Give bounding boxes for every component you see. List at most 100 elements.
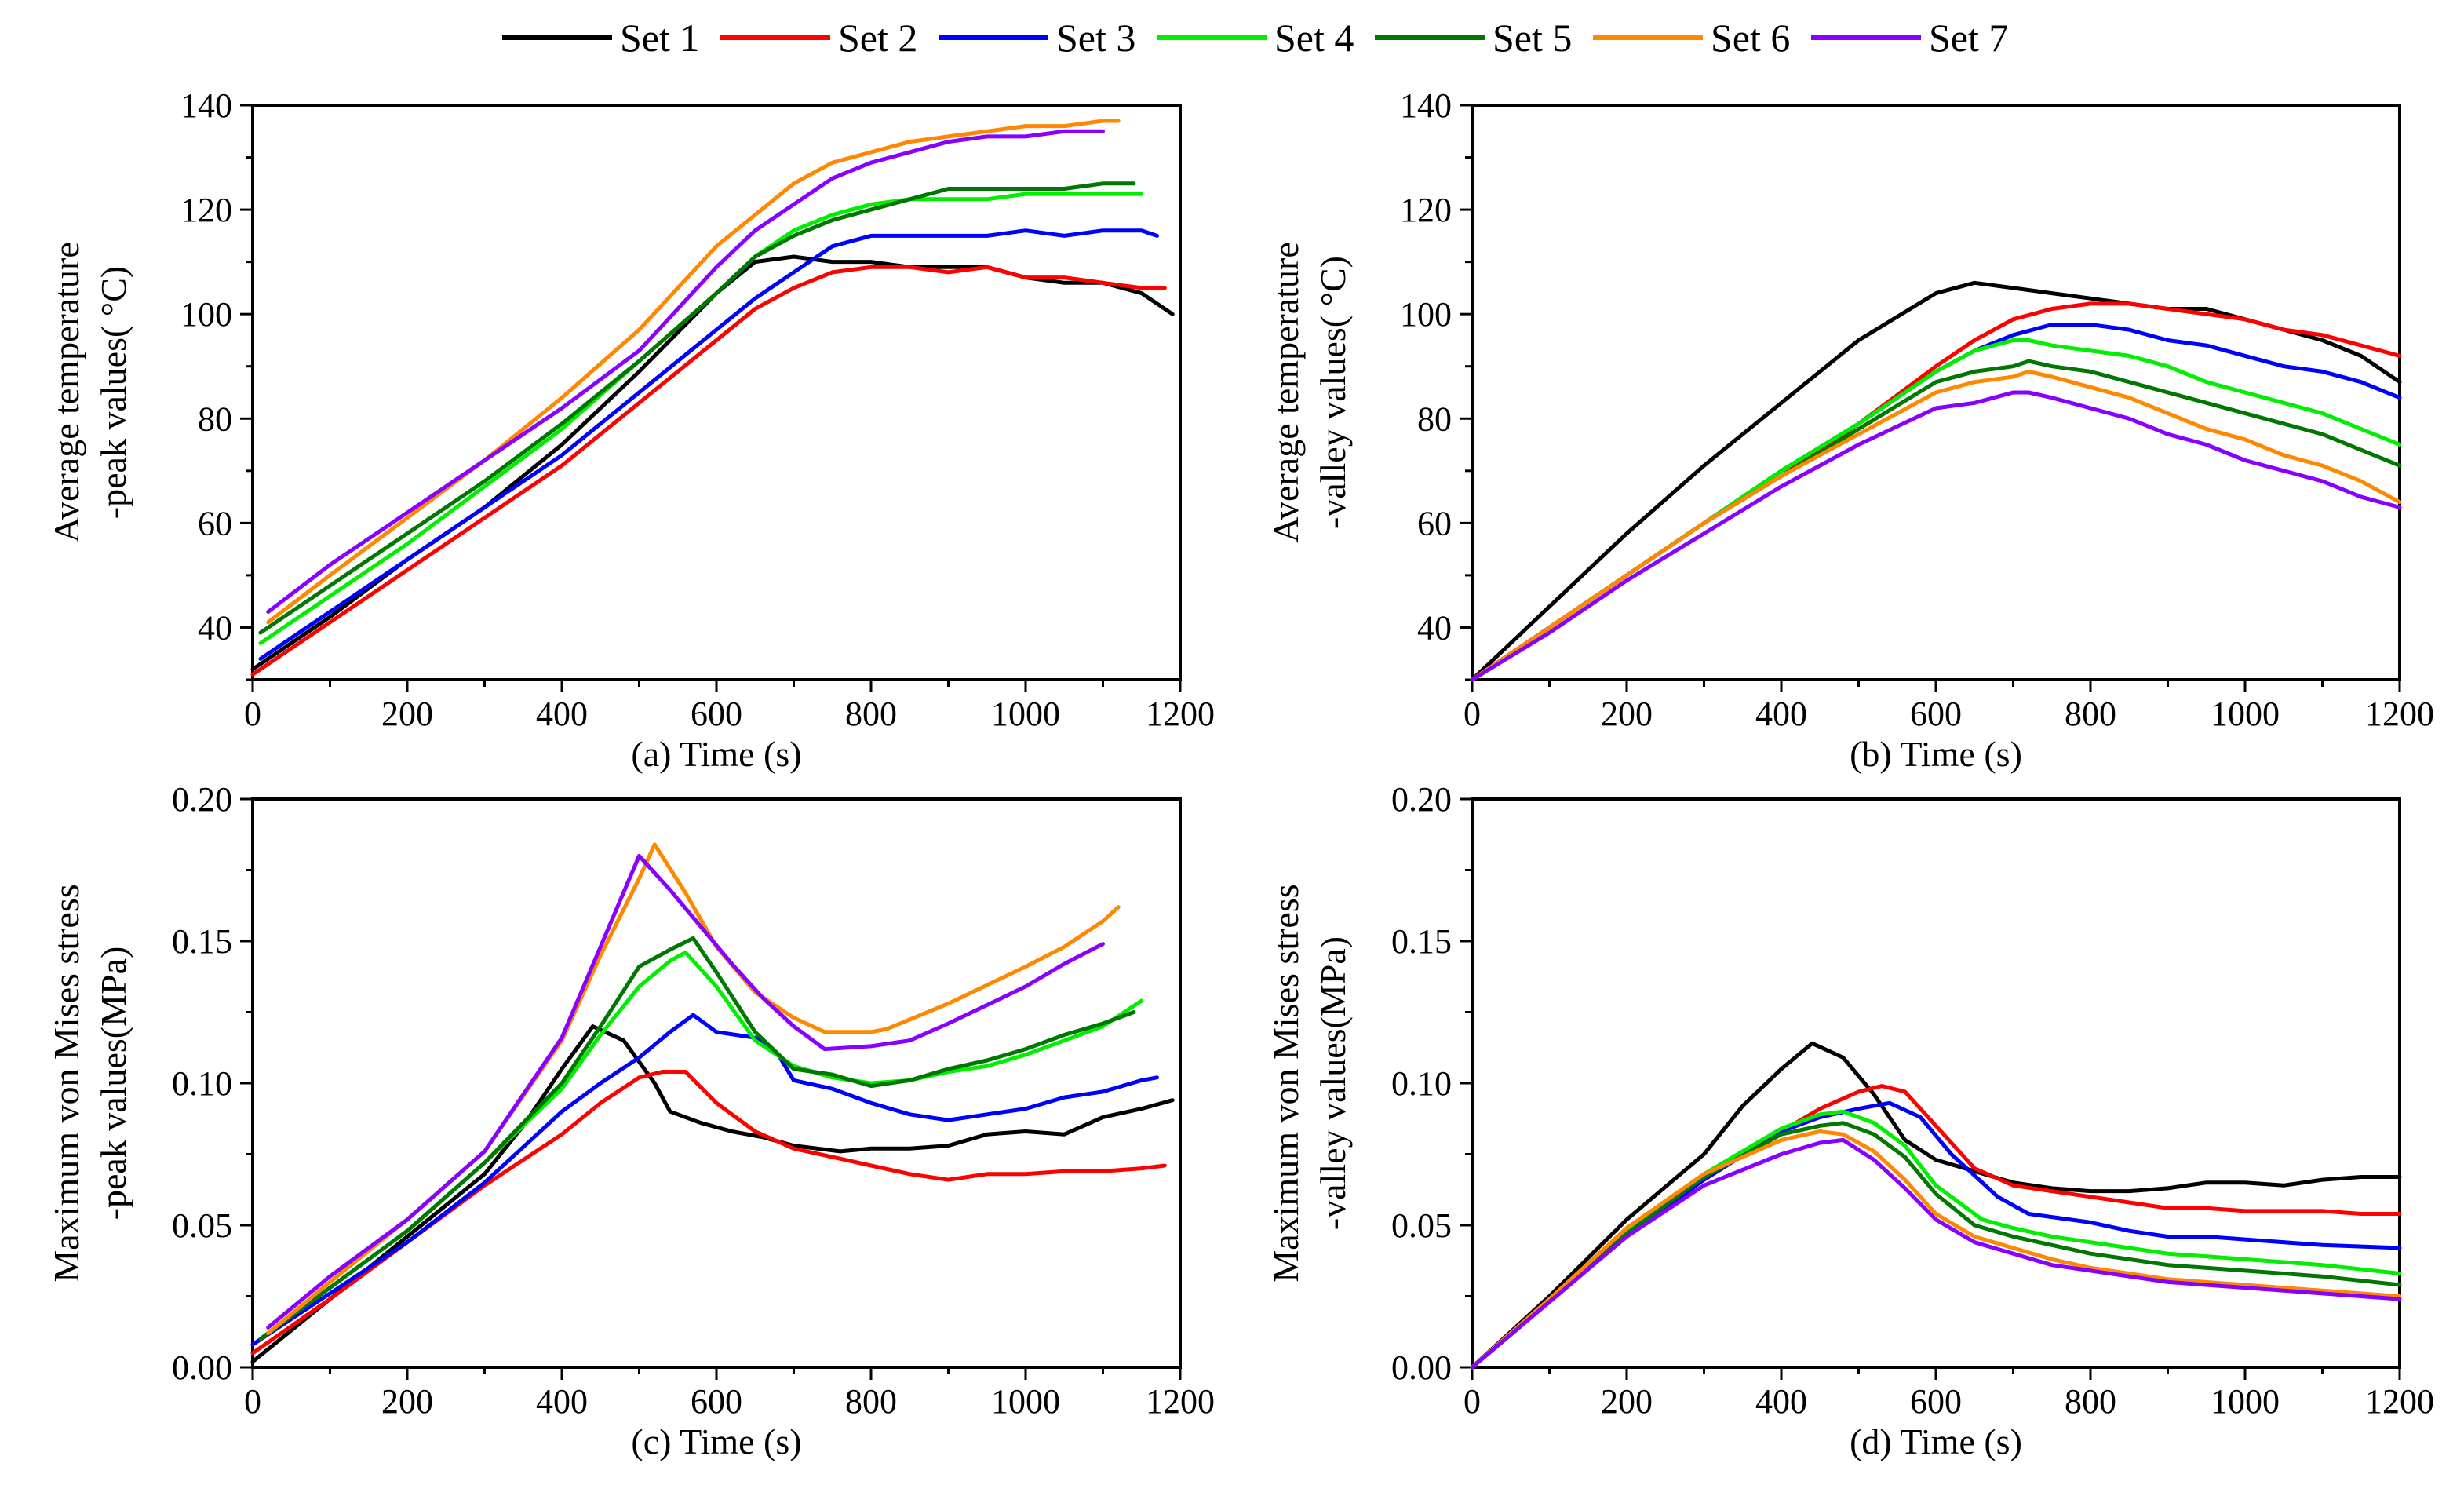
y-tick-label: 80 — [198, 400, 232, 438]
series-line-set-1 — [250, 254, 1175, 672]
series-line-set-1 — [1470, 280, 2402, 682]
y-tick-label: 0.20 — [172, 780, 232, 819]
panel-c-von-mises-stress-peak: 0 200 400 600 800 1000 1200 0.00 0.05 0.10 0.15 0.2… — [46, 780, 1215, 1461]
y-axis-label: Average temperature — [46, 242, 86, 543]
x-tick-label: 200 — [1601, 695, 1653, 733]
y-tick-label: 140 — [180, 86, 232, 125]
legend-entry: Set 2 — [720, 16, 917, 60]
x-tick-label: 800 — [845, 1382, 897, 1421]
x-tick-label: 1200 — [2365, 695, 2434, 733]
series-line-set-4 — [258, 951, 1144, 1341]
series-line-set-5 — [258, 936, 1136, 1341]
panel-d-von-mises-stress-valley: 0 200 400 600 800 1000 1200 0.00 0.05 0.10 0.15 0.2… — [1266, 780, 2434, 1461]
y-axis-label: -valley values(MPa) — [1313, 936, 1353, 1230]
y-tick-label: 40 — [1417, 608, 1452, 647]
y-tick-label: 0.10 — [172, 1064, 232, 1103]
series-line-set-3 — [1470, 323, 2402, 682]
x-tick-label: 200 — [381, 1382, 433, 1421]
series-line-set-1 — [1470, 1041, 2402, 1370]
y-tick-label: 0.00 — [172, 1348, 232, 1387]
y-tick-label: 120 — [1400, 191, 1452, 229]
y-tick-label: 60 — [198, 504, 232, 542]
x-tick-label: 1000 — [991, 1382, 1060, 1421]
series-line-set-3 — [250, 1013, 1159, 1347]
series-line-set-6 — [266, 119, 1121, 625]
x-tick-label: 200 — [381, 695, 433, 733]
x-tick-label: 600 — [1910, 1382, 1962, 1421]
legend-label: Set 2 — [838, 16, 917, 60]
y-axis-label: Maximum von Mises stress — [1266, 884, 1306, 1282]
panel-b-average-temperature-valley: 0 200 400 600 800 1000 1200 40 60 80 100 120 140 (b) … — [1266, 86, 2434, 774]
x-tick-label: 400 — [1755, 695, 1807, 733]
series-line-set-1 — [250, 1024, 1175, 1364]
plot-frame — [251, 797, 1182, 1369]
y-tick-label: 40 — [198, 608, 232, 647]
series-line-set-7 — [266, 853, 1105, 1330]
x-tick-label: 400 — [536, 695, 588, 733]
series-line-set-7 — [266, 129, 1105, 614]
x-tick-label: 400 — [536, 1382, 588, 1421]
x-tick-label: 1000 — [2211, 1382, 2280, 1421]
y-tick-label: 100 — [1400, 295, 1452, 334]
x-tick-label: 0 — [244, 1382, 261, 1421]
x-tick-label: 800 — [2065, 695, 2116, 733]
y-tick-label: 80 — [1417, 400, 1452, 438]
x-tick-label: 1200 — [1146, 1382, 1215, 1421]
legend-label: Set 7 — [1929, 16, 2008, 60]
y-tick-label: 0.15 — [1391, 922, 1452, 961]
legend-entry: Set 6 — [1593, 16, 1790, 60]
y-axis-label: -peak values(MPa) — [93, 947, 133, 1221]
series-line-set-2 — [250, 265, 1167, 677]
series-line-set-2 — [250, 1070, 1167, 1356]
x-tick-label: 400 — [1755, 1382, 1807, 1421]
y-tick-label: 140 — [1400, 86, 1452, 125]
y-tick-label: 0.05 — [172, 1206, 232, 1245]
y-axis-label: -peak values( °C) — [93, 266, 133, 519]
series-line-set-6 — [1470, 369, 2402, 682]
y-tick-label: 60 — [1417, 504, 1452, 542]
series-line-set-2 — [1470, 1084, 2402, 1370]
y-tick-label: 100 — [180, 295, 232, 334]
x-tick-label: 1200 — [2365, 1382, 2434, 1421]
legend-entry: Set 4 — [1157, 16, 1354, 60]
x-tick-label: 200 — [1601, 1382, 1653, 1421]
legend-label: Set 3 — [1056, 16, 1135, 60]
x-tick-label: 600 — [691, 1382, 742, 1421]
legend-entry: Set 7 — [1811, 16, 2008, 60]
x-axis-label: (b) Time (s) — [1850, 734, 2022, 774]
x-tick-label: 800 — [845, 695, 897, 733]
y-tick-label: 0.15 — [172, 922, 232, 961]
y-axis-label: -valley values( °C) — [1313, 256, 1353, 529]
series-line-set-7 — [1470, 390, 2402, 682]
x-tick-label: 1000 — [2211, 695, 2280, 733]
x-tick-label: 0 — [1463, 695, 1481, 733]
plot-frame — [251, 104, 1182, 681]
x-tick-label: 0 — [244, 695, 261, 733]
panel-a-average-temperature-peak: 0 200 400 600 800 1000 1200 40 60 80 100 120 140 (a) … — [46, 86, 1215, 774]
x-axis-label: (c) Time (s) — [631, 1421, 801, 1461]
series-line-set-3 — [1470, 1100, 2402, 1370]
y-tick-label: 0.00 — [1391, 1348, 1452, 1387]
legend-label: Set 1 — [620, 16, 699, 60]
legend-label: Set 5 — [1493, 16, 1572, 60]
x-tick-label: 0 — [1463, 1382, 1481, 1421]
y-tick-label: 0.05 — [1391, 1206, 1452, 1245]
series-line-set-5 — [258, 181, 1136, 635]
legend: Set 1 Set 2 Set 3 Set 4 Set 5 Set 6 Set 7 — [502, 16, 2008, 60]
x-tick-label: 1000 — [991, 695, 1060, 733]
y-axis-label: Maximum von Mises stress — [46, 884, 86, 1282]
series-line-set-3 — [258, 228, 1159, 661]
x-axis-label: (a) Time (s) — [631, 734, 801, 774]
x-axis-label: (d) Time (s) — [1850, 1421, 2022, 1461]
x-tick-label: 1200 — [1146, 695, 1215, 733]
legend-label: Set 6 — [1711, 16, 1790, 60]
series-line-set-7 — [1470, 1137, 2402, 1370]
legend-label: Set 4 — [1274, 16, 1354, 60]
legend-entry: Set 3 — [939, 16, 1135, 60]
series-line-set-6 — [1470, 1129, 2402, 1370]
x-tick-label: 800 — [2065, 1382, 2116, 1421]
plot-frame — [1471, 797, 2401, 1369]
series-line-set-4 — [258, 192, 1144, 645]
y-axis-label: Average temperature — [1266, 242, 1306, 543]
